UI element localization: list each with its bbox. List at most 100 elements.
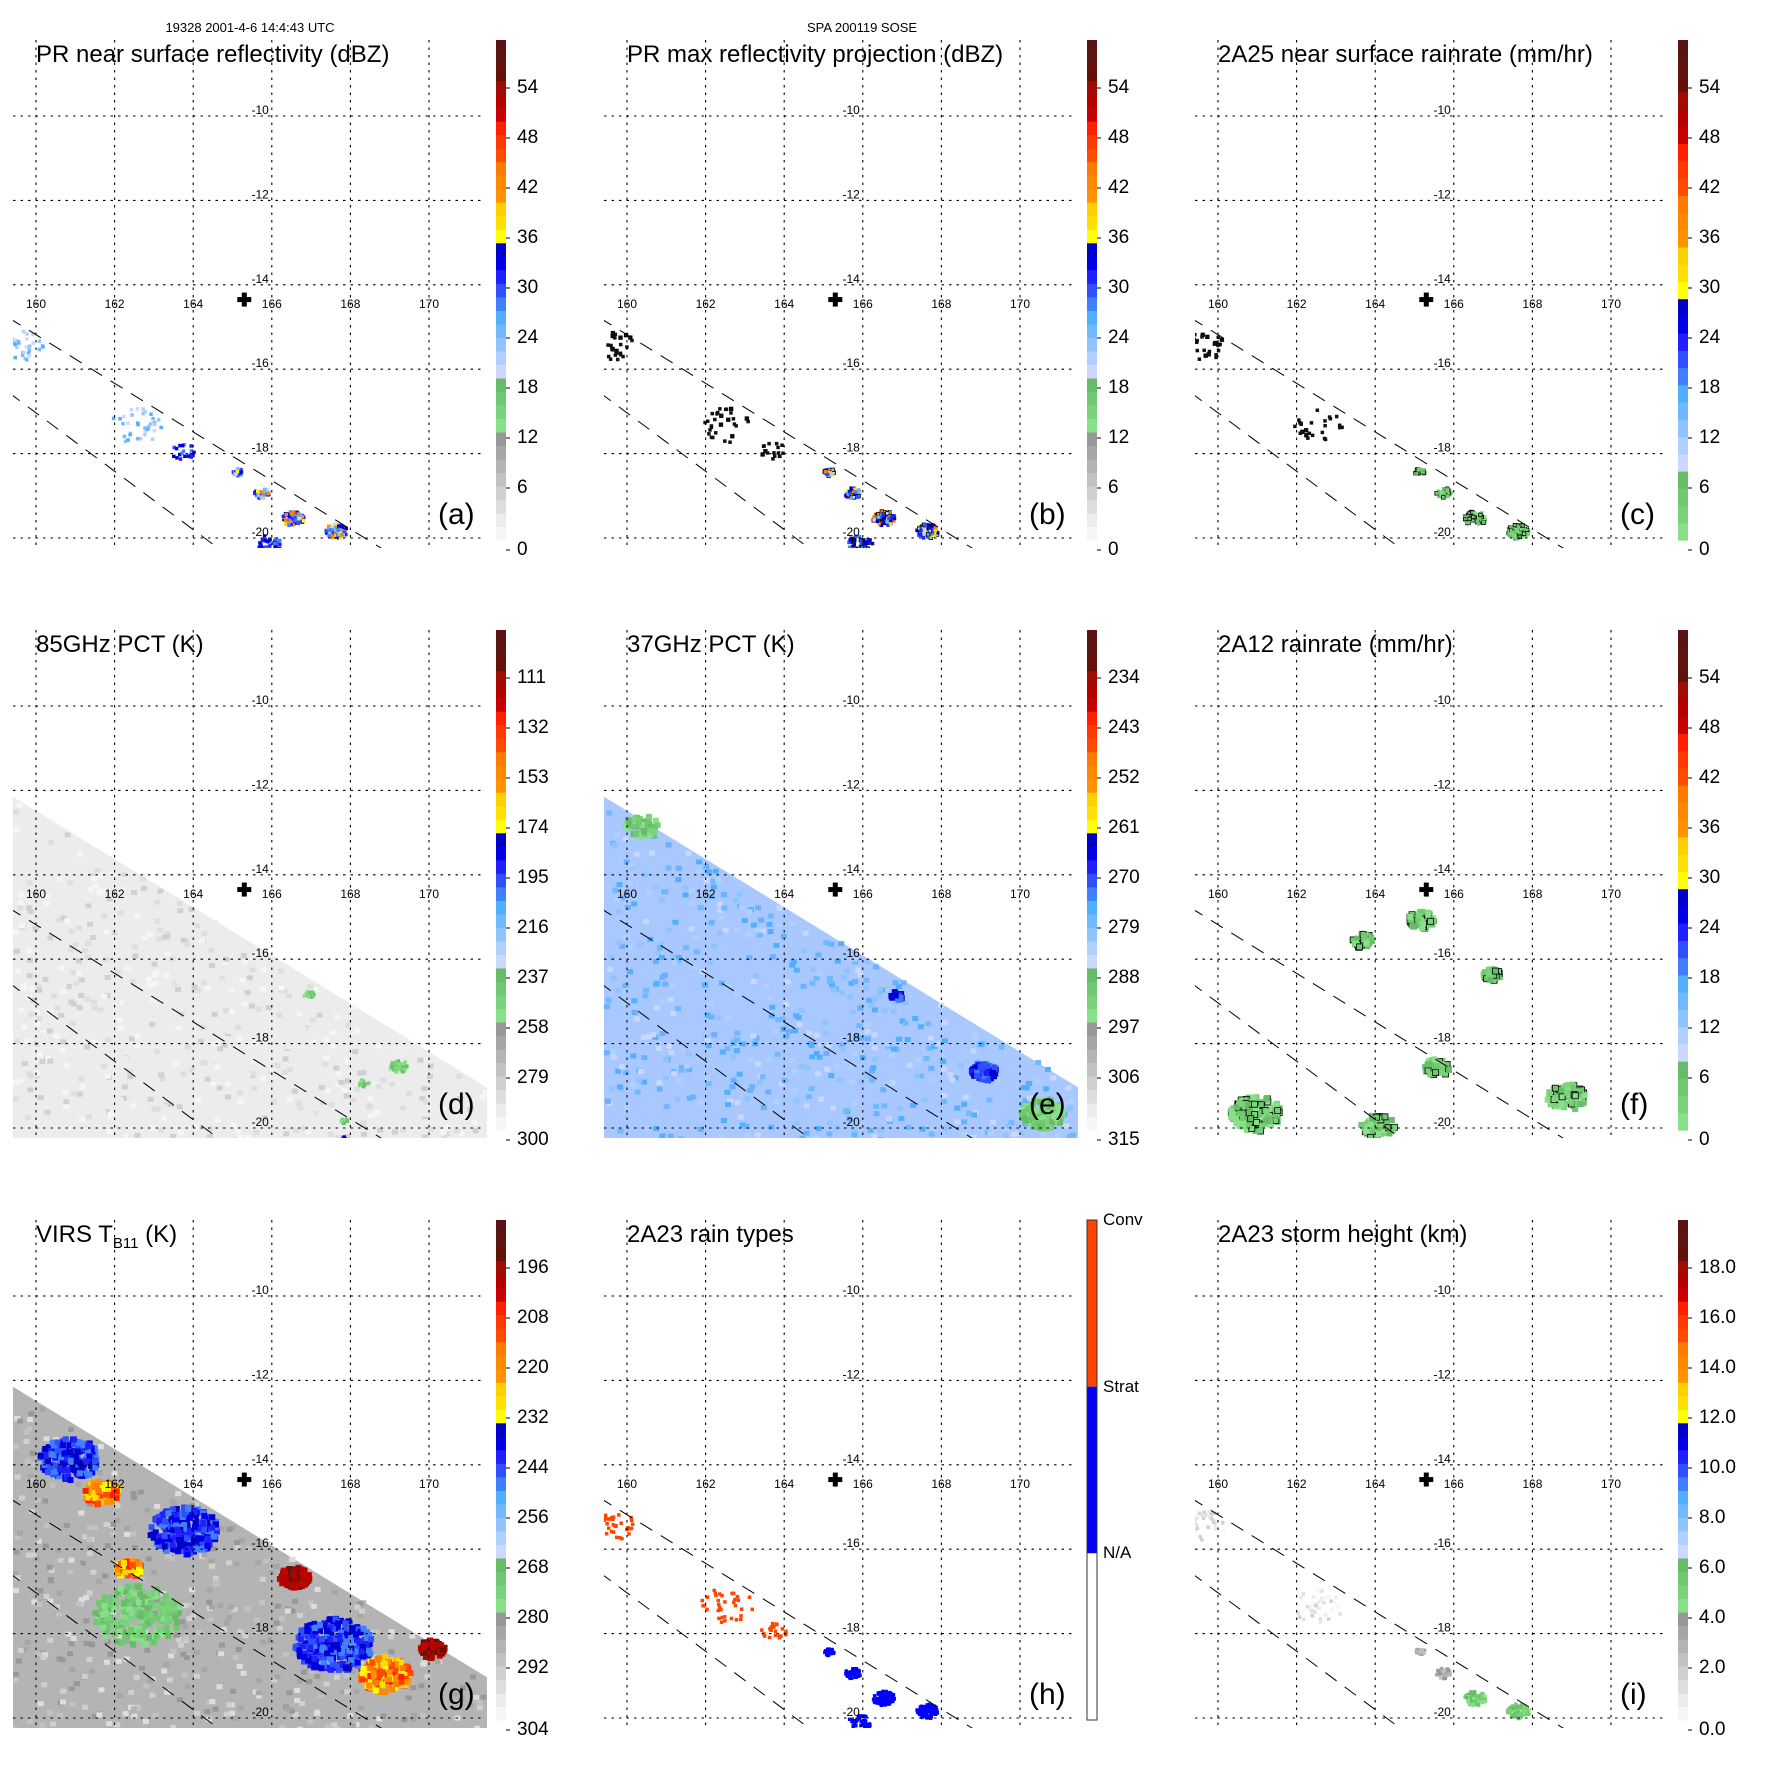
swath-cell xyxy=(104,1073,111,1079)
data-cell xyxy=(713,417,717,422)
data-cell xyxy=(126,438,130,442)
swath-cell xyxy=(17,905,24,911)
swath-cell xyxy=(895,984,902,990)
swath-cell xyxy=(39,1059,46,1065)
swath-cell xyxy=(107,1651,114,1657)
data-cell xyxy=(368,1636,375,1643)
data-cell xyxy=(147,1532,154,1539)
swath-cell xyxy=(58,1012,65,1018)
data-cell xyxy=(367,1672,374,1679)
data-cell xyxy=(331,530,335,535)
data-cell xyxy=(352,1631,359,1638)
swath-cell xyxy=(622,836,629,842)
swath-cell xyxy=(310,1603,317,1609)
swath-cell xyxy=(131,1706,138,1712)
colorbar-tick-label: 48 xyxy=(1108,127,1130,148)
swath-cell xyxy=(13,1080,20,1086)
data-cell xyxy=(13,341,14,345)
data-cell xyxy=(1315,408,1320,413)
data-cell xyxy=(135,1564,142,1571)
swath-cell xyxy=(467,1106,474,1112)
swath-cell xyxy=(616,882,623,888)
swath-cell xyxy=(21,1024,28,1030)
swath-cell xyxy=(226,1702,233,1708)
swath-cell xyxy=(116,1693,123,1699)
swath-cell xyxy=(327,1131,334,1137)
data-cell xyxy=(924,529,929,533)
swath-cell xyxy=(182,1030,189,1036)
swath-cell xyxy=(68,1686,75,1692)
swath-cell xyxy=(990,1119,997,1125)
swath-cell xyxy=(224,1081,231,1087)
swath-cell xyxy=(306,1679,313,1685)
data-cell xyxy=(1476,522,1481,526)
colorbar-step xyxy=(1678,630,1688,648)
swath-cell xyxy=(961,1101,968,1107)
colorbar-step xyxy=(1678,681,1688,700)
data-cell xyxy=(256,493,260,497)
data-cell xyxy=(625,345,629,349)
data-cell xyxy=(331,1645,338,1652)
data-cell xyxy=(330,524,334,529)
lon-tick-label: 170 xyxy=(419,297,439,311)
data-cell xyxy=(1039,1119,1046,1126)
swath-cell xyxy=(90,999,97,1005)
swath-cell xyxy=(334,1726,341,1728)
swath-cell xyxy=(637,942,644,948)
data-cell xyxy=(337,1638,344,1645)
data-cell xyxy=(1040,1109,1047,1116)
swath-cell xyxy=(122,891,129,897)
colorbar-step xyxy=(496,778,506,793)
colorbar-step xyxy=(496,1021,506,1037)
swath-cell xyxy=(890,1046,897,1052)
colorbar-tick-label: 12 xyxy=(517,427,539,448)
data-cell xyxy=(1552,1095,1559,1102)
data-cell xyxy=(339,1653,346,1660)
data-cell xyxy=(1,342,4,346)
swath-cell xyxy=(467,1702,474,1708)
swath-cell xyxy=(784,979,791,985)
swath-cell xyxy=(67,1651,74,1657)
swath-cell xyxy=(194,1710,201,1716)
swath-cell xyxy=(60,915,67,921)
swath-cell xyxy=(863,977,870,983)
swath-cell xyxy=(203,1031,210,1037)
colorbar-step xyxy=(1087,967,1097,982)
swath-cell xyxy=(747,1056,754,1062)
swath-cell xyxy=(47,1710,54,1716)
swath-cell xyxy=(683,1063,690,1069)
colorbar-step xyxy=(1678,143,1688,162)
swath-cell xyxy=(131,944,138,950)
swath-cell xyxy=(109,1617,116,1623)
data-cell xyxy=(342,1620,349,1627)
swath-cell xyxy=(843,1108,850,1114)
data-cell xyxy=(332,525,336,530)
data-cell xyxy=(13,341,16,345)
swath-cell xyxy=(39,1722,46,1728)
data-cell xyxy=(359,1644,366,1651)
colorbar-tick-label: 315 xyxy=(1108,1129,1140,1150)
swath-cell xyxy=(36,987,43,993)
data-cell xyxy=(163,1547,170,1554)
colorbar-tick-label: 54 xyxy=(1108,77,1130,98)
data-cell xyxy=(1571,1092,1579,1100)
swath-cell xyxy=(174,1045,181,1051)
colorbar-tick-label: 42 xyxy=(1699,177,1721,198)
swath-cell xyxy=(44,1556,51,1562)
swath-cell xyxy=(940,1098,947,1104)
swath-cell xyxy=(212,920,219,926)
swath-cell xyxy=(39,1406,46,1412)
data-cell xyxy=(746,419,750,424)
swath-cell xyxy=(161,934,168,940)
swath-cell xyxy=(155,1086,162,1092)
swath-cell xyxy=(274,1674,281,1680)
colorbar-step xyxy=(1678,315,1688,334)
data-cell xyxy=(334,1662,341,1669)
swath-cell xyxy=(161,1695,168,1701)
swath-cell xyxy=(305,1676,312,1682)
map-g: 160 162 164 166 168 170-10-12-14-16-18-20 xyxy=(13,1220,510,1731)
swath-cell xyxy=(806,1094,813,1100)
colorbar-tick-label: 306 xyxy=(1108,1067,1140,1088)
swath-cell xyxy=(354,1604,361,1610)
swath-edge-line xyxy=(1195,909,1564,1138)
